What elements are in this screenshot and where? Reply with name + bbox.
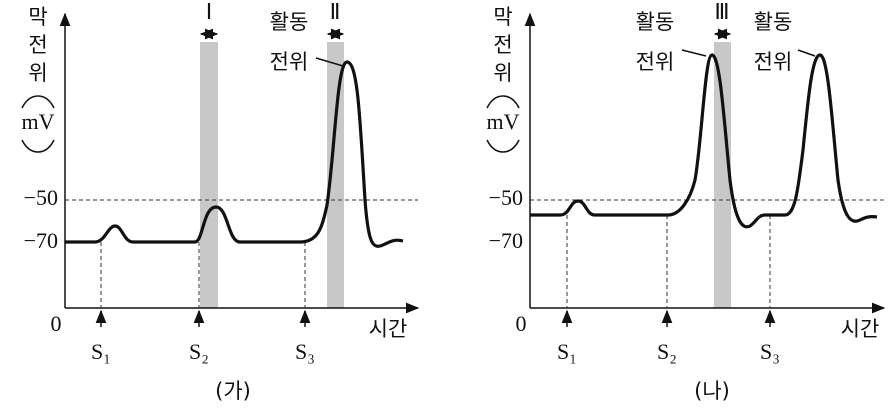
y-axis-unit: mV xyxy=(487,109,520,134)
membrane-potential-curve xyxy=(65,60,404,248)
x-axis-label: 시간 xyxy=(841,317,880,341)
panel-b: 막 전 위 mV −50 −70 0 시간 S₁ S₂ S₃ Ⅲ 활동 전위 활… xyxy=(486,0,886,403)
paren xyxy=(21,139,55,153)
highlight-bar xyxy=(714,42,731,308)
membrane-potential-curve xyxy=(530,53,878,229)
stimulus-label: S₁ xyxy=(91,339,111,364)
stimulus-label: S₂ xyxy=(189,339,209,364)
annotation: 전위 xyxy=(270,50,309,74)
tick-label: −50 xyxy=(24,185,58,210)
origin-label: 0 xyxy=(516,311,527,336)
marker-label: Ⅰ xyxy=(206,0,213,24)
panel-caption: (가) xyxy=(215,379,251,403)
y-axis-label: 전 xyxy=(493,33,512,57)
highlight-bar xyxy=(327,42,344,308)
annotation: 활동 xyxy=(754,10,793,34)
paren xyxy=(21,95,55,109)
tick-label: −50 xyxy=(489,185,523,210)
y-axis-label: 위 xyxy=(28,61,47,85)
y-axis-label: 위 xyxy=(493,61,512,85)
marker-label: Ⅲ xyxy=(714,0,729,24)
stimulus-label: S₁ xyxy=(557,339,577,364)
y-axis-unit: mV xyxy=(22,109,55,134)
highlight-bar xyxy=(200,42,218,308)
tick-label: −70 xyxy=(489,228,523,253)
annotation: 활동 xyxy=(270,10,309,34)
y-axis-label: 막 xyxy=(28,5,47,29)
annotation: 활동 xyxy=(636,10,675,34)
stimulus-label: S₃ xyxy=(295,339,315,364)
annotation: 전위 xyxy=(754,50,793,74)
marker-label: Ⅱ xyxy=(330,0,341,24)
paren xyxy=(486,139,520,153)
leader-line xyxy=(681,49,707,57)
leader-line xyxy=(797,49,816,57)
stimulus-label: S₂ xyxy=(657,339,677,364)
panel-caption: (나) xyxy=(694,379,730,403)
leader-line xyxy=(315,57,344,67)
panel-a: 막 전 위 mV −50 −70 0 시간 S₁ S₂ S₃ Ⅰ Ⅱ 활동 전위… xyxy=(21,0,420,403)
x-axis-label: 시간 xyxy=(369,317,408,341)
stimulus-label: S₃ xyxy=(760,339,780,364)
tick-label: −70 xyxy=(24,228,58,253)
annotation: 전위 xyxy=(636,50,675,74)
origin-label: 0 xyxy=(51,311,62,336)
y-axis-label: 막 xyxy=(493,5,512,29)
paren xyxy=(486,95,520,109)
y-axis-label: 전 xyxy=(28,33,47,57)
